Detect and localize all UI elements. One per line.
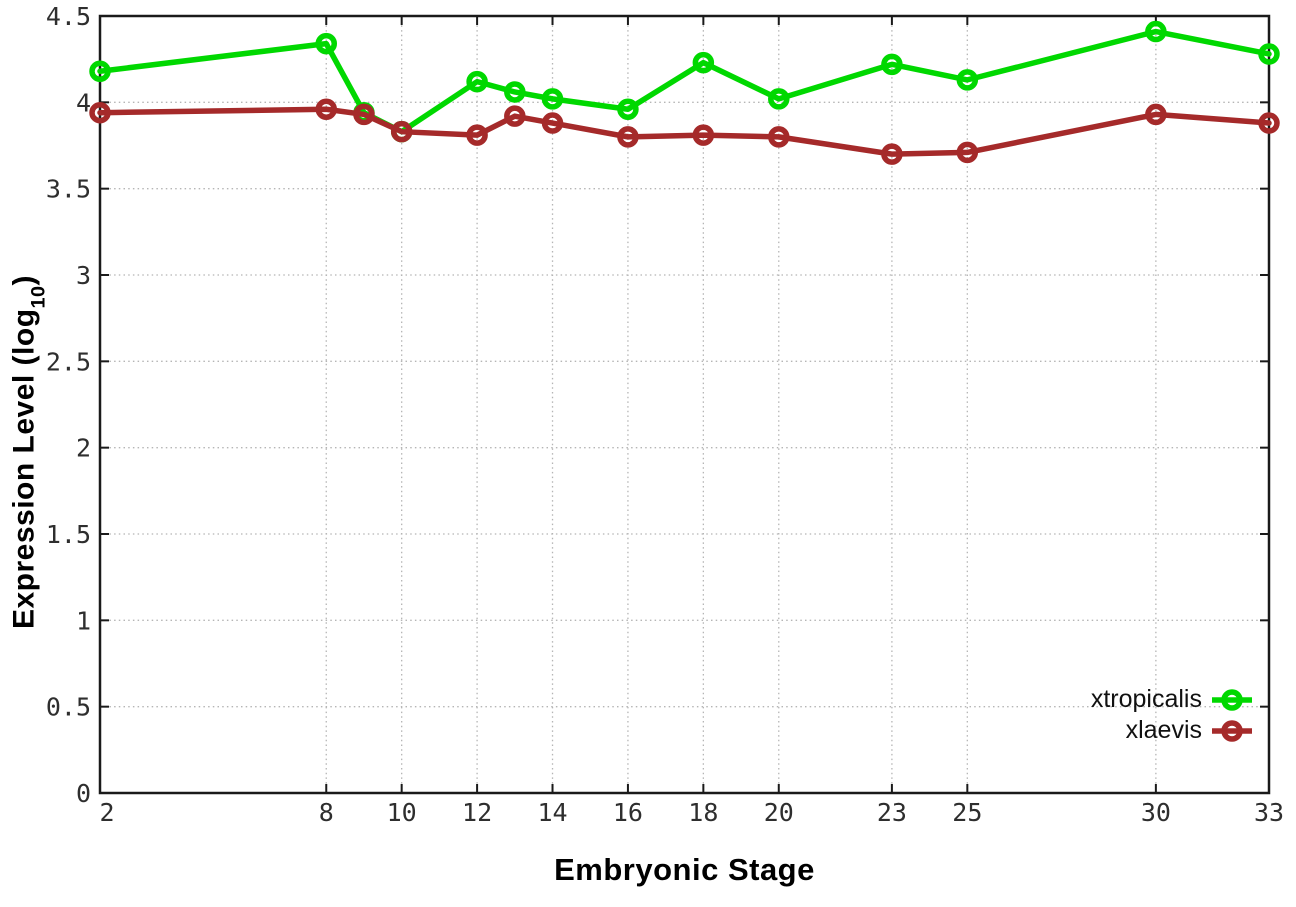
- legend-label-xlaevis: xlaevis: [1125, 716, 1202, 744]
- legend: xtropicalis xlaevis: [1091, 684, 1253, 746]
- svg-text:18: 18: [688, 798, 718, 827]
- legend-label-xtropicalis: xtropicalis: [1090, 685, 1202, 713]
- svg-text:16: 16: [613, 798, 643, 827]
- line-marker-sample-icon: [1212, 719, 1252, 742]
- svg-text:2: 2: [76, 434, 91, 463]
- svg-text:2.5: 2.5: [46, 347, 91, 376]
- svg-text:14: 14: [537, 798, 567, 827]
- svg-text:1: 1: [76, 606, 91, 635]
- svg-text:12: 12: [462, 798, 492, 827]
- svg-text:4.5: 4.5: [46, 2, 91, 31]
- svg-text:3: 3: [76, 261, 91, 290]
- svg-text:0.5: 0.5: [46, 693, 91, 722]
- svg-text:3.5: 3.5: [46, 175, 91, 204]
- svg-text:2: 2: [99, 798, 114, 827]
- svg-text:30: 30: [1141, 798, 1171, 827]
- svg-text:8: 8: [319, 798, 334, 827]
- svg-text:33: 33: [1254, 798, 1284, 827]
- svg-text:10: 10: [387, 798, 417, 827]
- legend-entry-xtropicalis: xtropicalis: [1091, 684, 1253, 715]
- line-marker-sample-icon: [1212, 688, 1252, 711]
- svg-text:1.5: 1.5: [46, 520, 91, 549]
- svg-text:0: 0: [76, 779, 91, 808]
- svg-text:4: 4: [76, 88, 91, 117]
- x-axis-title: Embryonic Stage: [554, 852, 815, 887]
- svg-text:25: 25: [952, 798, 982, 827]
- legend-entry-xlaevis: xlaevis: [1126, 715, 1253, 746]
- y-axis-title-subscript: 10: [27, 285, 50, 309]
- svg-text:23: 23: [877, 798, 907, 827]
- y-axis-title-suffix: ): [7, 274, 41, 286]
- y-axis-title-text: Expression Level (log: [7, 308, 41, 630]
- y-axis-title: Expression Level (log10): [7, 274, 50, 630]
- svg-text:20: 20: [764, 798, 794, 827]
